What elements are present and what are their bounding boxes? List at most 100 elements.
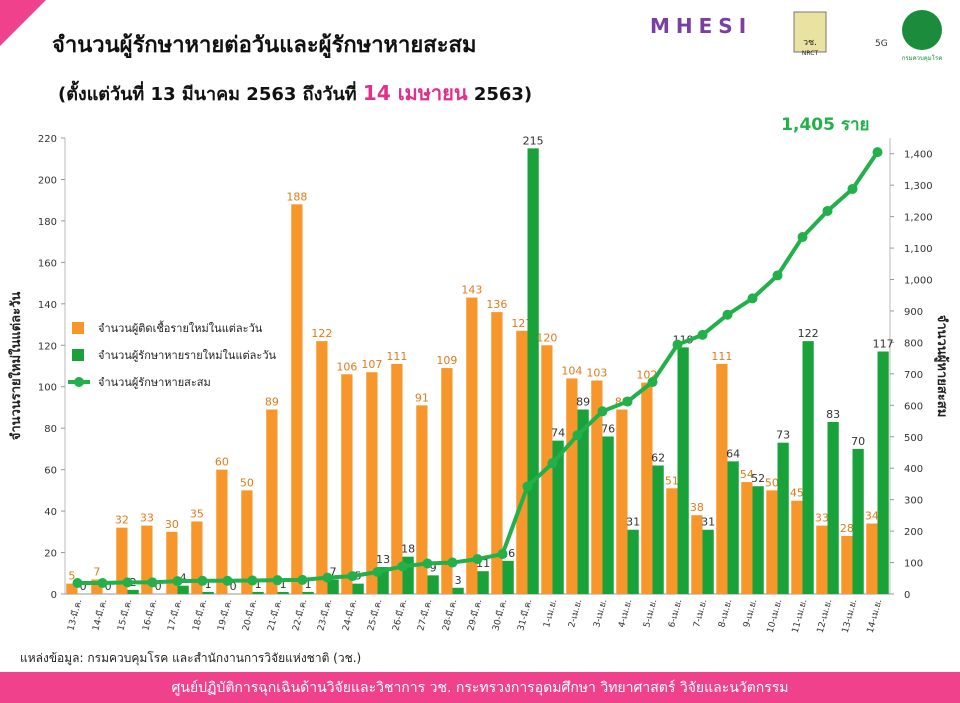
bar-label: 215 (523, 134, 544, 147)
y2-tick-label: 1,300 (904, 181, 933, 192)
subtitle-part: 2563) (474, 84, 532, 105)
line-point (647, 377, 658, 388)
bar (652, 465, 664, 594)
bar (827, 421, 839, 594)
bar (127, 589, 139, 594)
footer-bar (0, 672, 960, 703)
annotation: 1,405 ราย (781, 115, 869, 135)
x-tick-label: 24-มี.ค. (340, 598, 359, 632)
bar-label: 9 (430, 561, 437, 574)
bar-label: 76 (601, 422, 615, 435)
bar-label: 31 (626, 516, 640, 529)
bar-label: 117 (873, 337, 894, 350)
bar (302, 591, 314, 594)
bar (141, 525, 153, 594)
y2-tick-label: 600 (904, 401, 923, 412)
y2-tick-label: 1,200 (904, 213, 933, 224)
line-point (597, 406, 608, 417)
x-tick-label: 1-เม.ย. (542, 598, 559, 629)
line-point (847, 183, 858, 194)
subtitle: (ตั้งแต่วันที่ 13 มีนาคม 2563 ถึงวันที่ … (58, 80, 532, 105)
logo-text: กรมควบคุมโรค (902, 54, 942, 62)
line-point (222, 575, 233, 586)
bar (352, 583, 364, 594)
bar-label: 106 (336, 360, 357, 373)
x-tick-label: 13-มี.ค. (65, 598, 84, 632)
x-tick-label: 20-มี.ค. (240, 598, 259, 632)
y2-tick-label: 500 (904, 433, 923, 444)
bar-label: 54 (740, 468, 754, 481)
logo-text: NRCT (802, 50, 819, 57)
y-tick-label: 20 (44, 549, 57, 560)
bar-label: 188 (286, 190, 307, 203)
bar-label: 7 (330, 565, 337, 578)
legend-label: จำนวนผู้รักษาหายรายใหม่ในแต่ละวัน (98, 349, 277, 362)
bar (852, 448, 864, 594)
bar (777, 442, 789, 594)
y-tick-label: 160 (38, 258, 57, 269)
x-tick-label: 28-มี.ค. (440, 598, 459, 632)
x-tick-label: 9-เม.ย. (742, 598, 759, 629)
bar-label: 127 (511, 317, 532, 330)
logo-circle (902, 10, 942, 50)
bar-label: 52 (751, 472, 765, 485)
bar-label: 1 (280, 578, 287, 591)
x-tick-label: 17-มี.ค. (165, 598, 184, 632)
bar-label: 30 (165, 518, 179, 531)
y2-tick-label: 800 (904, 338, 923, 349)
line-point (272, 575, 283, 586)
bar (716, 363, 728, 594)
bar (252, 591, 264, 594)
line-point (97, 577, 108, 588)
y2-tick-label: 300 (904, 496, 923, 507)
y-tick-label: 100 (38, 383, 57, 394)
bar-label: 83 (826, 408, 840, 421)
bar (241, 490, 253, 594)
bar (191, 521, 203, 594)
bar-label: 73 (776, 429, 790, 442)
x-tick-label: 18-มี.ค. (190, 598, 209, 632)
x-tick-label: 26-มี.ค. (390, 598, 409, 632)
y2-tick-label: 700 (904, 370, 923, 381)
x-tick-label: 16-มี.ค. (140, 598, 159, 632)
bar (166, 531, 178, 594)
line-point (622, 396, 633, 407)
bar (202, 591, 214, 594)
bar (566, 378, 578, 594)
bar (691, 515, 703, 594)
bar (816, 525, 828, 594)
x-tick-label: 30-มี.ค. (490, 598, 509, 632)
line-point (147, 577, 158, 588)
bar (677, 347, 689, 594)
line-point (722, 309, 733, 320)
x-tick-label: 12-เม.ย. (816, 598, 835, 634)
bar (727, 461, 739, 594)
bar (877, 351, 889, 594)
line-point (447, 557, 458, 568)
legend-label: จำนวนผู้รักษาหายสะสม (98, 376, 211, 389)
bar-label: 33 (140, 512, 154, 525)
bar-label: 28 (840, 522, 854, 535)
bar (116, 527, 128, 594)
bar (641, 382, 653, 594)
logo-text: MHESI (650, 14, 752, 38)
legend-swatch (74, 377, 84, 387)
logo-box (793, 11, 827, 53)
legend-swatch (72, 349, 84, 361)
line-point (547, 458, 558, 469)
bar-label: 3 (455, 574, 462, 587)
line-point (772, 270, 783, 281)
bar-label: 5 (68, 570, 75, 583)
line-point (797, 232, 808, 243)
bar-label: 0 (155, 580, 162, 593)
title: จำนวนผู้รักษาหายต่อวันและผู้รักษาหายสะสม (52, 33, 476, 59)
bar-label: 70 (851, 435, 865, 448)
bar (552, 440, 564, 594)
bar-label: 111 (386, 350, 407, 363)
y2-tick-label: 100 (904, 559, 923, 570)
line-point (322, 572, 333, 583)
x-tick-label: 11-เม.ย. (791, 598, 810, 634)
bar (291, 204, 303, 594)
x-tick-label: 21-มี.ค. (265, 598, 284, 632)
x-tick-label: 5-เม.ย. (642, 598, 659, 629)
